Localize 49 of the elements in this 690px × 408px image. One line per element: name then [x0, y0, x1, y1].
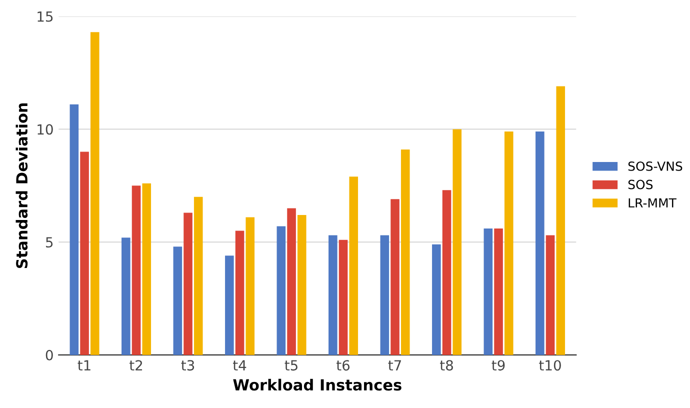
bar — [400, 150, 410, 355]
bar — [276, 226, 286, 355]
x-tick-label: t3 — [181, 360, 194, 371]
bar — [494, 228, 503, 355]
bar — [142, 183, 152, 355]
x-tick-label: t4 — [233, 360, 246, 370]
bar — [390, 199, 400, 355]
bar — [452, 129, 462, 355]
y-axis-title: Standard Deviation — [16, 103, 28, 268]
y-tick-label: 0 — [46, 350, 53, 360]
x-tick-label: t1 — [78, 360, 90, 370]
bar — [225, 256, 234, 355]
bar — [380, 235, 390, 355]
x-tick-label: t10 — [539, 360, 561, 371]
bar — [70, 104, 79, 355]
bar — [173, 246, 182, 355]
x-axis-title: Workload Instances — [233, 378, 402, 391]
bar — [235, 230, 244, 355]
bar — [132, 186, 141, 355]
bar — [122, 238, 130, 355]
legend-label: SOS-VNS — [628, 161, 682, 171]
bar — [546, 235, 555, 355]
bar — [328, 235, 338, 355]
x-tick-label: t2 — [130, 360, 142, 370]
bar — [80, 152, 89, 355]
bar — [349, 176, 358, 355]
bar — [338, 240, 348, 355]
bar — [432, 244, 441, 355]
bar — [442, 190, 452, 355]
bar — [484, 228, 493, 355]
x-tick-label: t9 — [492, 360, 505, 371]
legend-label: SOS — [628, 180, 653, 190]
bar — [90, 32, 100, 355]
bar — [194, 196, 203, 355]
bar — [246, 217, 255, 355]
y-tick-label: 5 — [46, 237, 53, 248]
legend-label: LR-MMT — [628, 198, 676, 208]
bar — [184, 212, 192, 355]
bar — [287, 208, 296, 355]
bar — [504, 131, 514, 355]
x-tick-label: t7 — [388, 360, 401, 370]
x-tick-label: t8 — [440, 360, 453, 371]
bar — [556, 86, 566, 355]
x-tick-label: t5 — [284, 360, 298, 371]
bar — [536, 131, 544, 355]
x-tick-label: t6 — [336, 360, 350, 371]
bar — [297, 214, 306, 355]
y-tick-label: 10 — [38, 124, 53, 135]
y-tick-label: 15 — [38, 11, 53, 22]
